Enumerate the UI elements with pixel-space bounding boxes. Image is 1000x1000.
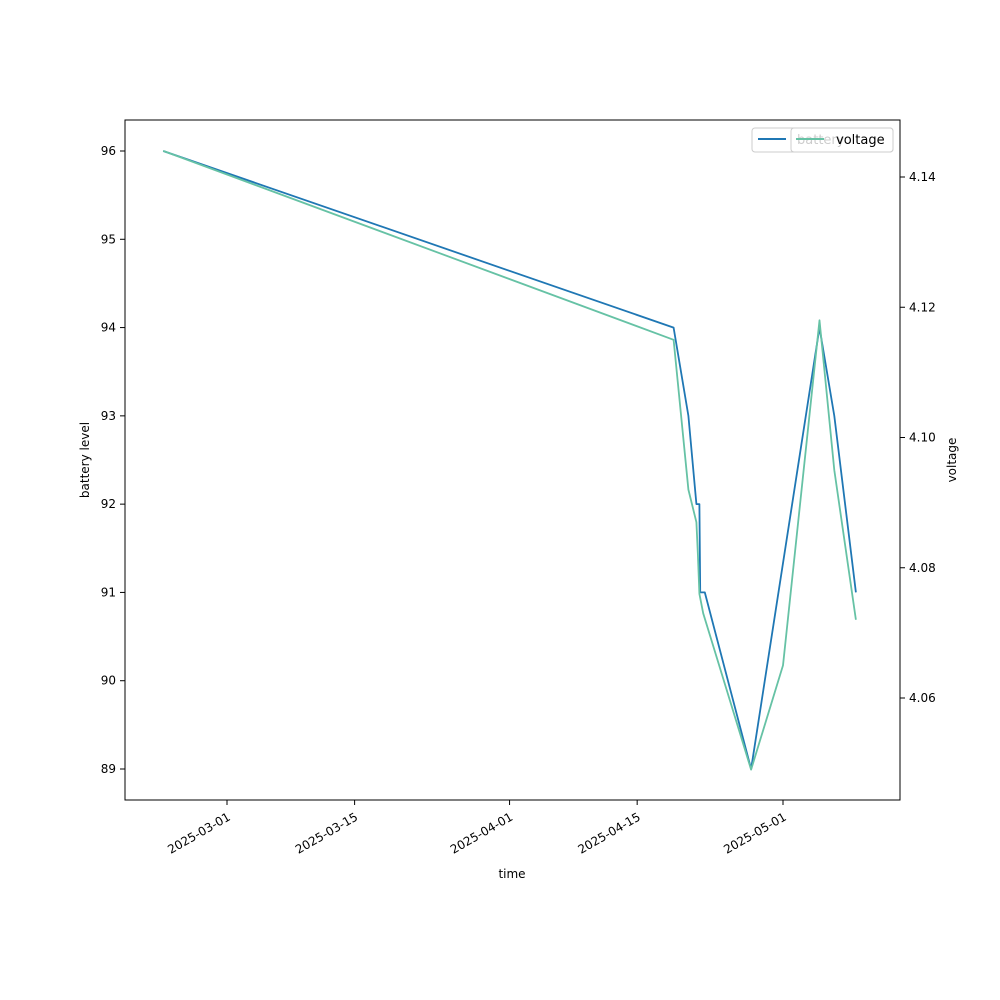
x-axis-label: time [498, 867, 525, 881]
y-axis-right-label: voltage [945, 438, 959, 483]
y-left-tick-label: 96 [101, 144, 116, 158]
x-tick-label: 2025-04-15 [575, 810, 642, 857]
legend-voltage-frame [790, 127, 894, 153]
x-tick-label: 2025-04-01 [448, 810, 515, 857]
y-axis-right: 4.06 4.08 4.10 4.12 4.14 [900, 170, 936, 705]
series-layer [162, 150, 857, 771]
plot-background [125, 120, 900, 800]
y-right-tick-label: 4.14 [909, 170, 936, 184]
y-right-tick-label: 4.10 [909, 431, 936, 445]
y-left-tick-label: 93 [101, 409, 116, 423]
y-left-tick-label: 91 [101, 585, 116, 599]
x-tick-label: 2025-03-15 [293, 810, 360, 857]
x-tick-label: 2025-05-01 [721, 810, 788, 857]
y-axis-left: 89 90 91 92 93 94 95 96 [101, 144, 125, 776]
y-right-tick-label: 4.08 [909, 561, 936, 575]
y-left-tick-label: 90 [101, 674, 116, 688]
y-right-tick-label: 4.12 [909, 300, 936, 314]
y-left-tick-label: 94 [101, 321, 116, 335]
legend-voltage: voltage [790, 127, 894, 153]
y-right-tick-label: 4.06 [909, 691, 936, 705]
y-left-tick-label: 95 [101, 232, 116, 246]
y-axis-left-label: battery level [78, 422, 92, 498]
x-axis: 2025-03-01 2025-03-15 2025-04-01 2025-04-15… [165, 800, 789, 857]
x-tick-label: 2025-03-01 [165, 810, 232, 857]
legend-voltage-label: voltage [836, 133, 885, 148]
y-left-tick-label: 92 [101, 497, 116, 511]
series-line-voltage [162, 150, 857, 771]
plot-frame [124, 119, 901, 801]
y-left-tick-label: 89 [101, 762, 116, 776]
